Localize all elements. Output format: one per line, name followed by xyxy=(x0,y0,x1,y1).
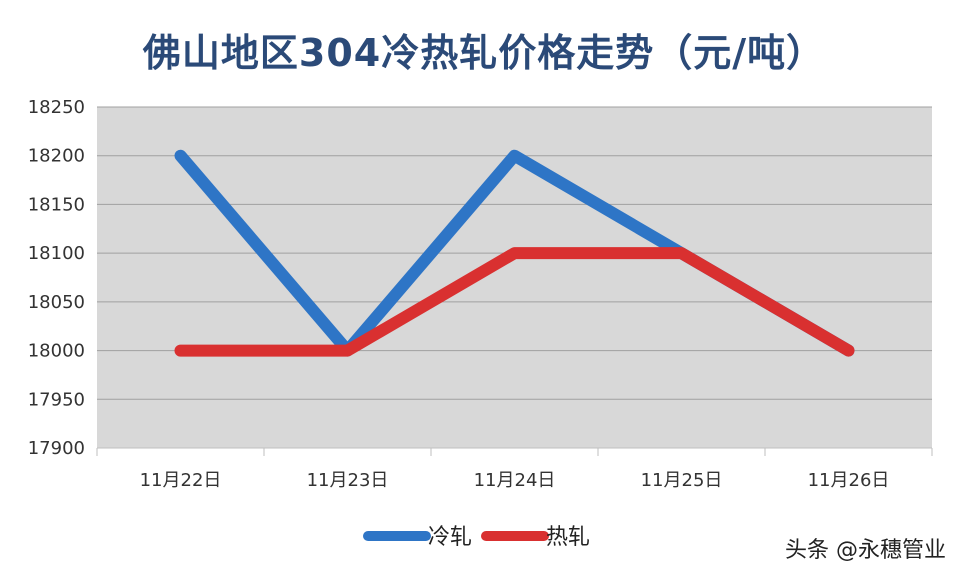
data-point xyxy=(179,154,182,157)
legend-label-0: 冷轧 xyxy=(428,525,472,550)
series-lines xyxy=(174,149,855,357)
y-tick-label: 18100 xyxy=(28,243,85,264)
data-point xyxy=(513,154,516,157)
y-tick-label: 18050 xyxy=(28,292,85,313)
watermark: 头条 @永穗管业 xyxy=(785,538,946,563)
y-tick-label: 17900 xyxy=(28,438,85,459)
x-tick-label: 11月22日 xyxy=(140,470,222,491)
y-tick-label: 18250 xyxy=(28,97,85,118)
legend: 冷轧 热轧 xyxy=(363,525,590,550)
y-axis: 18250 18200 18150 18100 18050 18000 17950 17900 xyxy=(28,97,85,459)
data-point xyxy=(346,349,349,352)
y-tick-label: 18000 xyxy=(28,341,85,362)
x-tick-label: 11月26日 xyxy=(808,470,890,491)
data-point xyxy=(513,252,516,255)
y-tick-label: 18150 xyxy=(28,194,85,215)
x-tick-label: 11月25日 xyxy=(641,470,723,491)
x-axis: 11月22日 11月23日 11月24日 11月25日 11月26日 xyxy=(96,447,933,491)
chart-title: 佛山地区304冷热轧价格走势（元/吨） xyxy=(142,31,826,75)
legend-label-1: 热轧 xyxy=(546,525,590,550)
x-tick-label: 11月24日 xyxy=(474,470,556,491)
y-tick-label: 18200 xyxy=(28,146,85,167)
x-tick-label: 11月23日 xyxy=(307,470,389,491)
data-point xyxy=(179,349,182,352)
data-point xyxy=(680,252,683,255)
data-point xyxy=(847,349,850,352)
y-tick-label: 17950 xyxy=(28,389,85,410)
